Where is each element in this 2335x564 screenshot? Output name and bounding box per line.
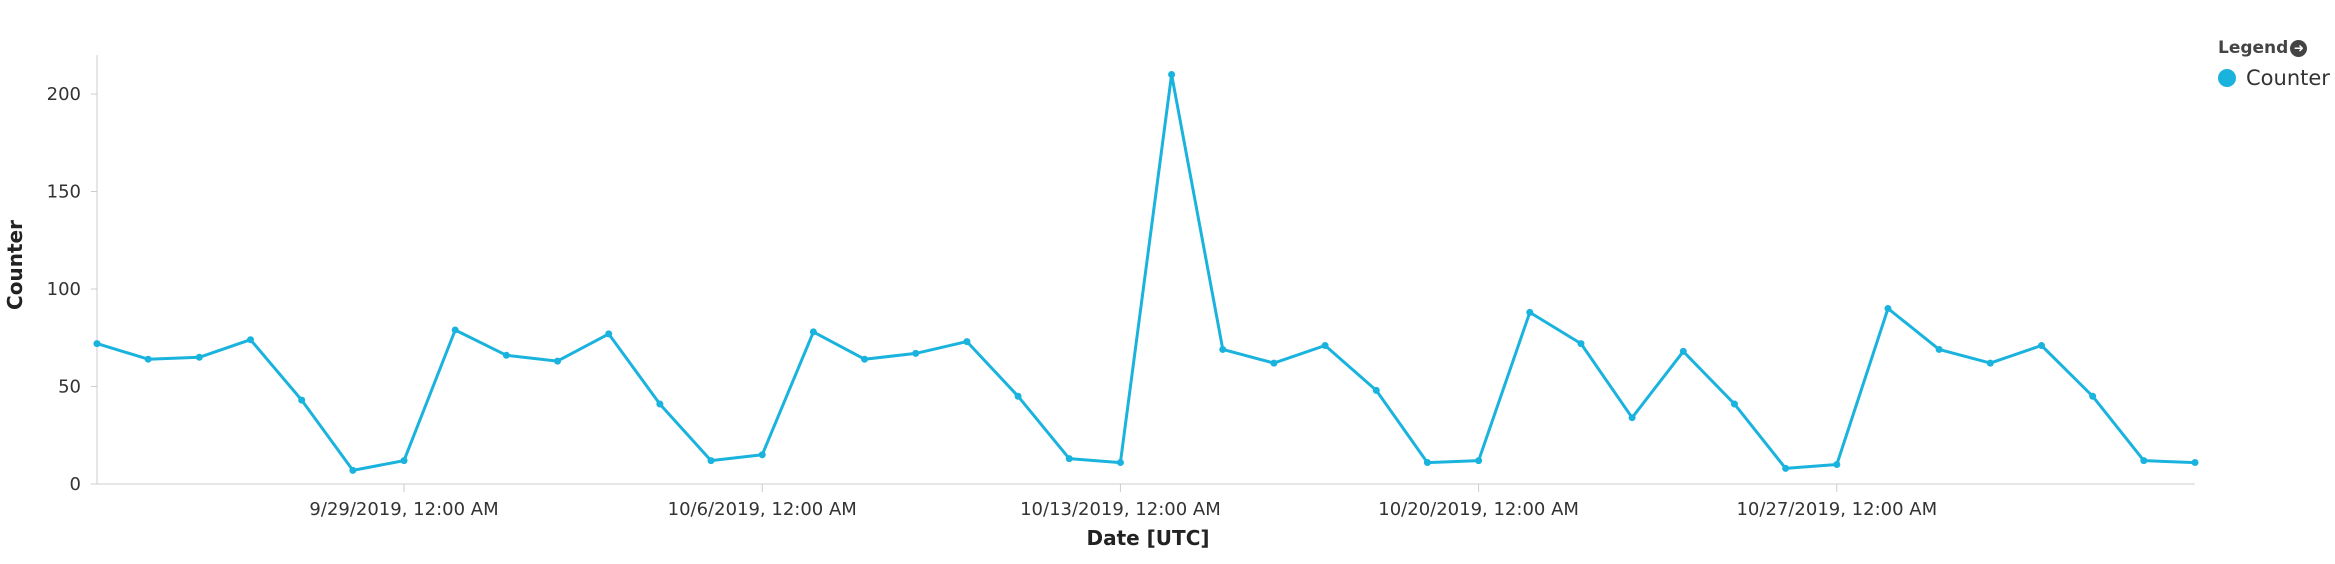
data-point[interactable] [1168,71,1176,78]
data-point[interactable] [1526,308,1534,316]
x-tick-label: 10/27/2019, 12:00 AM [1736,499,1937,520]
data-point[interactable] [1270,359,1278,367]
data-point[interactable] [1884,305,1892,312]
legend-title: Legend [2218,38,2289,58]
data-point[interactable] [2191,459,2199,467]
legend-item-counter[interactable]: Counter [2218,66,2330,90]
legend-header[interactable]: Legend ➜ [2218,38,2330,58]
data-point[interactable] [758,451,766,459]
x-tick-label: 10/6/2019, 12:00 AM [668,499,857,520]
data-point[interactable] [1219,345,1227,353]
data-point[interactable] [656,400,664,408]
data-point[interactable] [1935,345,1943,353]
y-tick-label: 100 [47,279,81,300]
data-point[interactable] [707,457,715,465]
arrow-right-icon[interactable]: ➜ [2290,39,2308,57]
data-point[interactable] [963,338,971,346]
data-point[interactable] [298,396,306,404]
x-tick-label: 10/13/2019, 12:00 AM [1020,499,1221,520]
data-point[interactable] [554,357,562,365]
data-point[interactable] [809,328,817,336]
y-axis-title: Counter [3,220,27,310]
data-point[interactable] [1730,400,1738,408]
x-tick-label: 9/29/2019, 12:00 AM [309,499,498,520]
data-point[interactable] [2037,342,2045,350]
data-point[interactable] [195,353,203,361]
y-tick-label: 50 [58,377,81,398]
data-point[interactable] [1679,347,1687,355]
y-tick-label: 200 [47,84,81,105]
y-tick-label: 0 [70,474,81,495]
data-point[interactable] [2140,457,2148,465]
legend: Legend ➜ Counter [2218,38,2330,90]
data-point[interactable] [1372,386,1380,394]
data-point[interactable] [349,466,357,474]
data-point[interactable] [1475,457,1483,465]
y-axis-ticks: 0 50 100 150 200 [47,84,97,495]
data-point[interactable] [451,326,459,334]
legend-item-label: Counter [2246,66,2330,90]
data-point[interactable] [1065,455,1073,463]
data-point[interactable] [1321,342,1329,350]
series-layer [93,71,2199,474]
data-point[interactable] [1986,359,1994,367]
x-axis-ticks: 9/29/2019, 12:00 AM 10/6/2019, 12:00 AM 10… [309,484,1937,520]
data-point[interactable] [1628,414,1636,422]
data-point[interactable] [2089,392,2097,400]
data-point[interactable] [1833,461,1841,468]
data-point[interactable] [861,355,869,363]
data-point[interactable] [144,355,152,363]
data-point[interactable] [1014,392,1022,400]
series-line-counter [96,73,2196,472]
data-point[interactable] [1782,464,1790,472]
x-axis-title: Date [UTC] [1086,526,1209,550]
data-point[interactable] [605,330,613,338]
data-point[interactable] [400,457,408,465]
data-point[interactable] [1577,340,1585,348]
data-point[interactable] [502,351,510,359]
data-point[interactable] [93,340,101,348]
data-point[interactable] [1116,459,1124,467]
x-tick-label: 10/20/2019, 12:00 AM [1378,499,1579,520]
data-point[interactable] [912,349,920,357]
data-point[interactable] [1423,459,1431,467]
data-point[interactable] [247,336,255,344]
legend-swatch [2218,69,2236,87]
y-tick-label: 150 [47,182,81,203]
